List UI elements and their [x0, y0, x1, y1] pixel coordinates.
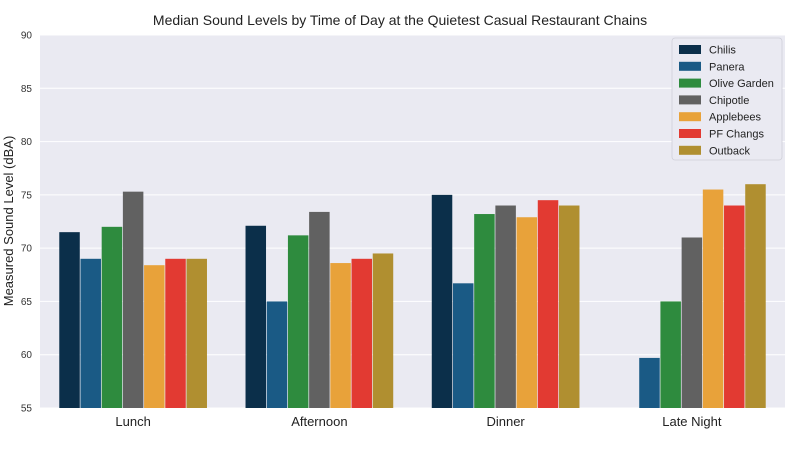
legend-label: Chilis — [709, 45, 736, 57]
x-tick-label: Dinner — [486, 414, 525, 429]
legend-swatch — [679, 45, 701, 54]
bars — [59, 184, 766, 408]
y-axis-ticks: 55 60 65 70 75 80 85 90 — [21, 31, 33, 415]
bar-panera-lunch — [80, 258, 101, 408]
bar-chipotle-dinner — [495, 205, 516, 408]
legend-swatch — [679, 112, 701, 122]
bar-applebees-lunch — [144, 265, 165, 408]
bar-olive-garden-dinner — [474, 214, 495, 408]
bar-applebees-late-night — [702, 189, 724, 408]
bar-chipotle-lunch — [122, 191, 144, 408]
bar-chipotle-afternoon — [309, 211, 330, 408]
legend-label: Olive Garden — [709, 78, 774, 90]
y-tick-label: 55 — [21, 404, 33, 415]
bar-pf-changs-afternoon — [351, 258, 373, 408]
legend-swatch — [679, 95, 701, 105]
x-tick-label: Afternoon — [291, 414, 347, 429]
legend-label: Outback — [709, 145, 750, 157]
bar-olive-garden-late-night — [660, 301, 681, 408]
bar-chilis-lunch — [59, 232, 80, 408]
legend-label: Panera — [709, 61, 745, 73]
x-axis-ticks: Lunch Afternoon Dinner Late Night — [115, 414, 721, 429]
legend-swatch — [679, 129, 701, 138]
y-tick-label: 60 — [21, 350, 33, 361]
legend-swatch — [679, 78, 701, 88]
bar-outback-lunch — [186, 258, 207, 408]
bar-pf-changs-dinner — [537, 200, 559, 408]
y-tick-label: 85 — [21, 84, 33, 95]
bar-outback-late-night — [745, 184, 766, 408]
legend-label: Applebees — [709, 112, 761, 124]
bar-chilis-dinner — [431, 194, 453, 408]
bar-chipotle-late-night — [681, 237, 703, 408]
legend-label: Chipotle — [709, 95, 749, 107]
bar-pf-changs-late-night — [724, 205, 745, 408]
legend-swatch — [679, 61, 701, 71]
legend-swatch — [679, 145, 701, 155]
bar-panera-late-night — [639, 357, 660, 408]
bar-panera-afternoon — [266, 301, 288, 408]
y-tick-label: 75 — [21, 190, 33, 201]
bar-olive-garden-lunch — [101, 226, 123, 408]
bar-outback-afternoon — [372, 253, 394, 408]
bar-chilis-afternoon — [245, 225, 267, 408]
bar-olive-garden-afternoon — [287, 235, 309, 408]
bar-outback-dinner — [558, 205, 580, 408]
x-tick-label: Lunch — [115, 414, 150, 429]
bar-panera-dinner — [452, 283, 474, 408]
legend-label: PF Changs — [709, 129, 765, 141]
y-tick-label: 70 — [21, 244, 33, 255]
bar-applebees-afternoon — [330, 263, 351, 408]
bar-pf-changs-lunch — [165, 258, 186, 408]
y-tick-label: 80 — [21, 137, 33, 148]
y-tick-label: 65 — [21, 297, 33, 308]
chart-title: Median Sound Levels by Time of Day at th… — [153, 12, 647, 28]
x-tick-label: Late Night — [662, 414, 722, 429]
bar-applebees-dinner — [516, 217, 538, 408]
y-tick-label: 90 — [21, 31, 33, 42]
legend: Chilis Panera Olive Garden Chipotle Applebee… — [671, 37, 783, 161]
y-axis-label: Measured Sound Level (dBA) — [1, 136, 16, 307]
